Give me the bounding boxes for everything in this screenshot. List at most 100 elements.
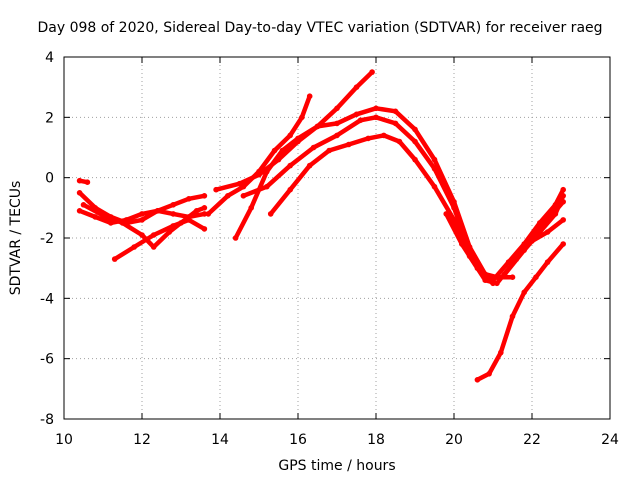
data-point	[357, 117, 364, 124]
data-point	[225, 193, 231, 199]
x-tick-label: 20	[445, 432, 463, 448]
data-point	[560, 217, 566, 223]
data-point	[287, 186, 294, 193]
data-point	[139, 217, 145, 223]
data-point	[373, 105, 379, 112]
data-point	[560, 186, 566, 193]
data-point	[334, 105, 340, 112]
data-point	[451, 205, 457, 211]
y-axis-label: SDTVAR / TECUs	[8, 181, 24, 296]
x-tick-label: 18	[367, 432, 385, 448]
data-point	[443, 211, 450, 217]
data-point	[201, 211, 208, 217]
data-point	[474, 265, 481, 272]
y-tick-label: -4	[40, 291, 54, 307]
data-point	[287, 132, 294, 139]
data-point	[279, 147, 286, 154]
data-point	[193, 208, 200, 214]
data-point	[267, 211, 274, 217]
data-point	[205, 211, 212, 217]
data-point	[544, 229, 551, 235]
data-point	[431, 156, 438, 163]
data-point	[100, 212, 106, 219]
x-tick-label: 14	[211, 432, 229, 448]
data-point	[537, 220, 543, 226]
data-point	[431, 165, 438, 172]
data-point	[509, 274, 516, 281]
data-point	[170, 223, 176, 229]
data-point	[498, 349, 504, 356]
data-point	[529, 238, 535, 244]
data-point	[552, 211, 559, 217]
data-point	[299, 114, 305, 121]
data-point	[326, 147, 333, 154]
data-point	[236, 180, 243, 187]
data-point	[521, 289, 527, 296]
series-arc-12	[475, 241, 566, 383]
data-point	[170, 202, 176, 208]
data-point	[240, 193, 247, 199]
data-point	[459, 241, 465, 247]
data-point	[111, 256, 118, 262]
data-point	[119, 220, 126, 226]
data-point	[264, 183, 270, 190]
data-point	[264, 168, 270, 175]
data-point	[287, 162, 294, 169]
data-point	[501, 271, 508, 278]
data-point	[139, 211, 145, 217]
data-point	[486, 371, 492, 377]
data-point	[154, 208, 161, 214]
y-tick-label: -8	[40, 412, 54, 428]
data-point	[369, 69, 375, 75]
data-point	[201, 226, 208, 232]
data-point	[412, 126, 418, 133]
data-point	[334, 120, 340, 127]
data-point	[560, 193, 566, 199]
data-point	[80, 202, 87, 208]
series-arc-9	[241, 115, 496, 286]
series-arc-5	[112, 217, 207, 262]
y-tick-label: 0	[45, 171, 54, 187]
data-point	[186, 217, 192, 223]
y-tick-label: -2	[40, 231, 54, 247]
data-point	[213, 186, 219, 193]
data-point	[494, 280, 500, 287]
data-point	[306, 93, 313, 99]
data-point	[334, 132, 340, 139]
data-point	[84, 179, 91, 185]
data-point	[123, 217, 130, 223]
data-point	[248, 205, 254, 211]
data-point	[232, 235, 239, 241]
y-tick-label: 2	[45, 110, 54, 126]
chart-title: Day 098 of 2020, Sidereal Day-to-day VTE…	[37, 20, 602, 36]
data-point	[76, 208, 83, 214]
data-point	[431, 183, 438, 190]
data-point	[310, 144, 317, 151]
data-series	[76, 69, 566, 383]
data-point	[76, 177, 83, 184]
data-point	[240, 183, 247, 190]
data-point	[353, 111, 360, 118]
data-point	[139, 232, 145, 238]
data-point	[451, 217, 457, 223]
data-point	[533, 274, 539, 281]
data-point	[201, 193, 208, 199]
data-point	[131, 244, 137, 250]
x-tick-label: 12	[133, 432, 151, 448]
data-point	[271, 147, 278, 154]
x-tick-label: 10	[55, 432, 73, 448]
data-point	[392, 120, 399, 127]
data-point	[150, 232, 157, 238]
x-tick-label: 24	[601, 432, 619, 448]
data-point	[505, 259, 512, 265]
y-tick-label: -6	[40, 352, 54, 368]
data-point	[373, 114, 379, 121]
data-point	[186, 196, 192, 202]
data-point	[295, 135, 301, 142]
data-point	[345, 141, 352, 148]
data-point	[544, 259, 551, 265]
data-point	[170, 211, 176, 217]
